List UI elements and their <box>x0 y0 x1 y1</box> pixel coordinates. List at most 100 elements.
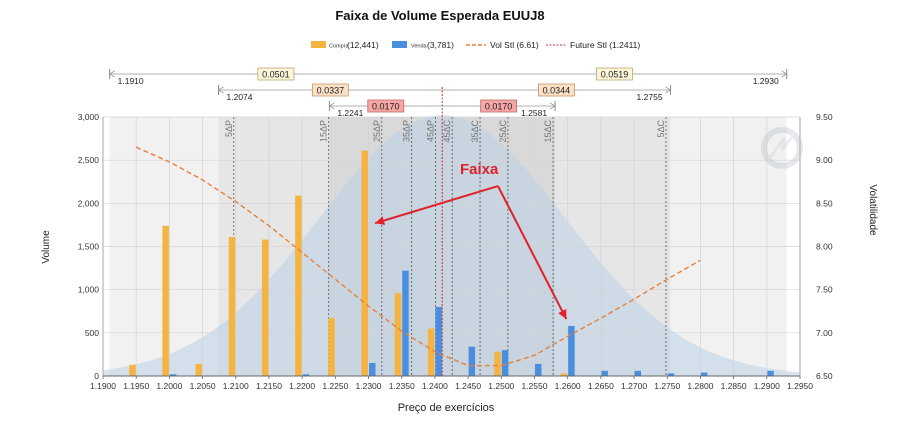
axes: 1.1900 1.1950 1.2000 1.2050 1.2100 1.2150 1.22… <box>78 112 833 391</box>
bar-venda <box>302 374 310 376</box>
y-tick-label: 500 <box>85 328 99 338</box>
x-tick-label: 1.2100 <box>223 381 249 391</box>
bar-venda <box>402 270 409 376</box>
range-arrow <box>108 70 115 78</box>
bar-compra <box>228 237 236 376</box>
range-left-label: 1.2074 <box>227 92 253 102</box>
legend-venda-count: (3,781) <box>427 40 454 50</box>
y2-tick-label: 6.50 <box>816 371 833 381</box>
bar-venda <box>534 363 542 376</box>
x-tick-label: 1.2150 <box>256 381 282 391</box>
bar-compra <box>328 318 335 376</box>
y2-tick-label: 8.50 <box>816 198 833 208</box>
annotation-arrowhead <box>558 308 567 320</box>
legend-future-label: Future Stl (1.2411) <box>570 40 640 50</box>
bar-compra <box>195 363 203 376</box>
bar-compra <box>261 239 269 376</box>
range-arrow <box>781 70 788 78</box>
x-tick-label: 1.1950 <box>123 381 149 391</box>
range-left-label: 1.2241 <box>337 108 363 118</box>
vol-line <box>135 146 701 367</box>
x-tick-label: 1.2400 <box>422 381 448 391</box>
range-arrow <box>217 86 224 94</box>
range-brackets: 1.1910 1.2930 0.0501 0.0519 1.2074 1.2755 0.03… <box>108 67 788 118</box>
x-tick-label: 1.2650 <box>588 381 614 391</box>
range-width-label: 0.0170 <box>372 102 400 112</box>
x-tick-label: 1.2850 <box>721 381 747 391</box>
bar-venda <box>634 370 642 376</box>
legend-swatch-compra <box>311 41 326 48</box>
range-width-label: 0.0337 <box>317 86 345 96</box>
range-width-label: 0.0170 <box>485 102 513 112</box>
y-tick-label: 1,500 <box>78 242 100 252</box>
annotation-arrowhead <box>375 216 386 225</box>
bar-compra <box>162 225 169 376</box>
x-tick-label: 1.2800 <box>687 381 713 391</box>
range-right-label: 1.2755 <box>637 92 663 102</box>
delta-label: 45ΔC <box>442 120 452 143</box>
bar-compra <box>361 150 369 376</box>
x-tick-label: 1.2350 <box>389 381 415 391</box>
watermark-logo <box>761 127 803 169</box>
annotation-label: Faixa <box>460 161 499 178</box>
delta-label: 5ΔC <box>656 120 666 138</box>
x-tick-label: 1.2950 <box>787 381 813 391</box>
bell-curve-area <box>103 115 800 377</box>
legend-swatch-venda <box>392 41 407 48</box>
range-right-label: 1.2930 <box>753 76 779 86</box>
y-tick-label: 0 <box>94 371 99 381</box>
legend-compra-count: (12,441) <box>347 40 379 50</box>
x-tick-label: 1.2200 <box>289 381 315 391</box>
y2-tick-label: 7.00 <box>816 328 833 338</box>
y2-tick-label: 7.50 <box>816 285 833 295</box>
range-width-box <box>367 99 405 113</box>
x-tick-label: 1.2900 <box>754 381 780 391</box>
bar-venda <box>501 350 509 376</box>
range-width-box <box>311 83 349 97</box>
range-left-label: 1.1910 <box>118 76 144 86</box>
bar-venda <box>667 373 675 376</box>
y2-axis-title: Volatilidade <box>867 184 878 236</box>
bar-compra <box>295 195 302 376</box>
bar-venda <box>767 370 774 376</box>
delta-label: 5ΔP <box>224 120 234 137</box>
bar-venda <box>369 363 376 376</box>
legend-vol-label: Vol Stl (6.61) <box>490 40 539 50</box>
x-tick-label: 1.2050 <box>190 381 216 391</box>
delta-label: 35ΔC <box>470 120 480 143</box>
bar-venda <box>468 346 476 376</box>
x-tick-label: 1.2300 <box>356 381 382 391</box>
bar-venda <box>700 372 708 376</box>
range-width-box <box>596 67 633 81</box>
y-tick-label: 1,000 <box>78 285 100 295</box>
x-tick-label: 1.1900 <box>90 381 116 391</box>
range-arrow <box>549 102 556 110</box>
x-tick-label: 1.2250 <box>322 381 348 391</box>
distribution-curve <box>103 115 800 377</box>
delta-label: 25ΔC <box>498 120 508 143</box>
range-width-box <box>480 99 518 113</box>
y2-tick-label: 9.00 <box>816 155 833 165</box>
bars <box>129 150 774 376</box>
bar-compra <box>560 373 568 376</box>
delta-label: 25ΔP <box>372 120 382 142</box>
x-tick-label: 1.2600 <box>555 381 581 391</box>
x-tick-label: 1.2500 <box>488 381 514 391</box>
y2-tick-label: 8.00 <box>816 242 833 252</box>
y-tick-label: 3,000 <box>78 112 100 122</box>
range-width-box <box>537 83 575 97</box>
x-tick-label: 1.2750 <box>654 381 680 391</box>
chart-title: Faixa de Volume Esperada EUUJ8 <box>335 8 544 23</box>
bar-venda <box>169 374 177 376</box>
annotation-arrow <box>497 185 568 320</box>
x-axis-title: Preço de exercícios <box>398 402 495 414</box>
bar-compra <box>494 351 501 376</box>
annotation-arrow <box>374 185 499 225</box>
delta-label: 35ΔP <box>402 120 412 142</box>
range-width-label: 0.0519 <box>601 70 629 80</box>
x-tick-label: 1.2700 <box>621 381 647 391</box>
y2-tick-label: 9.50 <box>816 112 833 122</box>
y-tick-label: 2,000 <box>78 198 100 208</box>
range-arrow <box>328 102 335 110</box>
